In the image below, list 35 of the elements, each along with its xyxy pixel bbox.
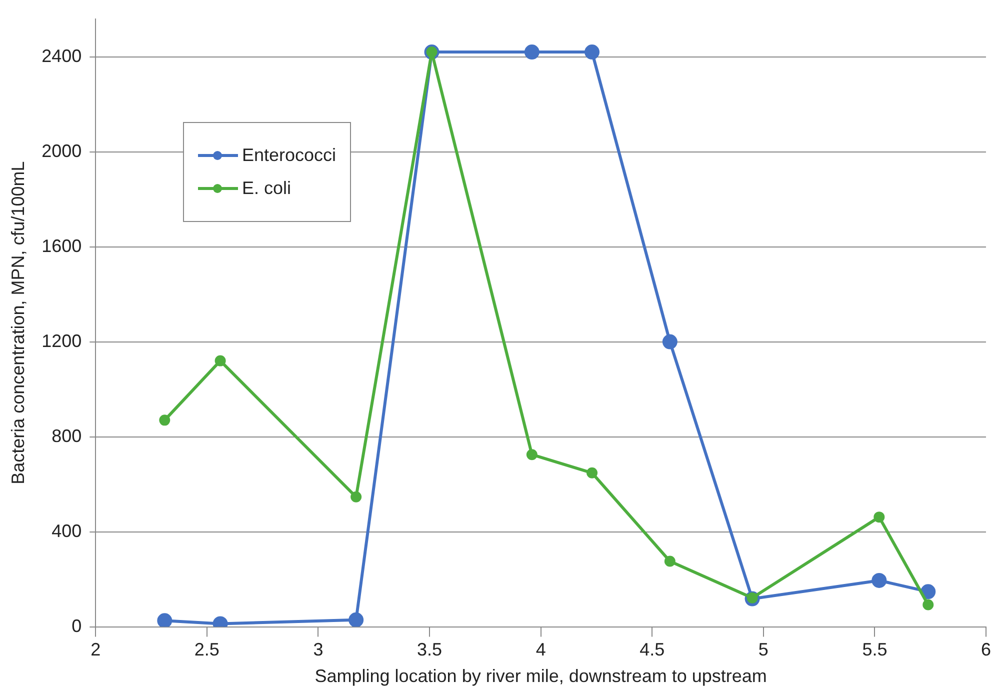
point [920, 584, 936, 600]
x-tick-label: 2.5 [194, 640, 220, 660]
x-tick-label: 2 [90, 640, 101, 660]
x-tick-label: 6 [980, 640, 992, 660]
y-tick-label: 1600 [42, 236, 82, 256]
point [214, 355, 226, 366]
x-axis-title: Sampling location by river mile, downstream to upstream [314, 666, 767, 686]
y-tick-label: 400 [52, 520, 82, 541]
y-tick-label: 2000 [42, 140, 82, 161]
legend-label: Enterococci [242, 145, 336, 166]
x-tick-label: 3.5 [417, 640, 442, 660]
x-tick-label: 4.5 [640, 640, 665, 660]
y-tick-label: 2400 [42, 46, 82, 66]
point [874, 512, 885, 523]
legend-label: E. coli [242, 178, 292, 199]
point [157, 613, 172, 627]
x-tick-label: 5.5 [862, 640, 888, 660]
point [662, 334, 678, 350]
point [350, 491, 362, 502]
point [922, 599, 934, 610]
point [348, 612, 364, 627]
y-tick-label: 1200 [42, 330, 82, 351]
y-axis-title: Bacteria concentration, MPN, cfu/100mL [8, 161, 28, 484]
x-tick-label: 3 [313, 640, 324, 660]
point [159, 414, 170, 426]
point [524, 44, 540, 60]
point [584, 44, 600, 60]
point [664, 556, 676, 567]
point [526, 449, 538, 460]
y-tick-label: 800 [52, 426, 82, 446]
x-tick-label: 5 [758, 640, 768, 660]
y-tick-label: 0 [72, 616, 82, 636]
point [872, 572, 887, 588]
x-tick-label: 4 [536, 640, 546, 660]
point [586, 467, 598, 478]
